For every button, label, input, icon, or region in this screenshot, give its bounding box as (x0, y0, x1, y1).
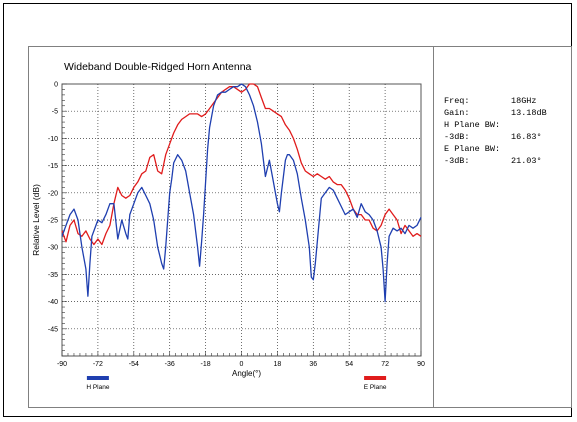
y-tick-label: -25 (48, 218, 58, 225)
legend-label-e-plane: E Plane (364, 384, 387, 391)
x-tick-label: 54 (345, 361, 353, 368)
x-tick-label: 18 (274, 361, 282, 368)
series-line-h-plane (61, 83, 422, 303)
info-label: -3dB: (444, 156, 470, 166)
info-value: 16.83° (511, 132, 542, 142)
x-tick-label: -36 (165, 361, 175, 368)
y-tick-label: -30 (48, 245, 58, 252)
info-label: H Plane BW: (444, 120, 501, 130)
info-value: 13.18dB (511, 108, 547, 118)
info-label: E Plane BW: (444, 144, 501, 154)
y-axis-label: Relative Level (dB) (31, 184, 41, 256)
y-tick-label: -15 (48, 163, 58, 170)
y-tick-label: -10 (48, 136, 58, 143)
info-label: -3dB: (444, 132, 470, 142)
info-value: 21.03° (511, 156, 542, 166)
y-tick-label: -40 (48, 299, 58, 306)
x-tick-label: -18 (201, 361, 211, 368)
info-label: Freq: (444, 96, 470, 106)
info-value: 18GHz (511, 96, 537, 106)
y-tick-label: -20 (48, 190, 58, 197)
legend-swatch-h-plane (86, 376, 109, 380)
x-tick-label: -54 (129, 361, 139, 368)
y-tick-label: 0 (54, 82, 58, 89)
y-tick-label: -35 (48, 272, 58, 279)
x-tick-label: -72 (93, 361, 103, 368)
x-tick-label: 72 (381, 361, 389, 368)
y-tick-label: -5 (52, 109, 58, 116)
legend-swatch-e-plane (364, 376, 387, 380)
x-tick-label: 90 (417, 361, 425, 368)
panel-divider (433, 46, 434, 408)
x-axis-label: Angle(°) (232, 369, 261, 378)
legend-label-h-plane: H Plane (86, 384, 110, 391)
series-line-e-plane (61, 83, 422, 246)
x-tick-label: -90 (57, 361, 67, 368)
y-tick-label: -45 (48, 326, 58, 333)
info-label: Gain: (444, 108, 470, 118)
chart-title: Wideband Double-Ridged Horn Antenna (64, 61, 252, 73)
x-tick-label: 36 (309, 361, 317, 368)
x-tick-label: 0 (240, 361, 244, 368)
